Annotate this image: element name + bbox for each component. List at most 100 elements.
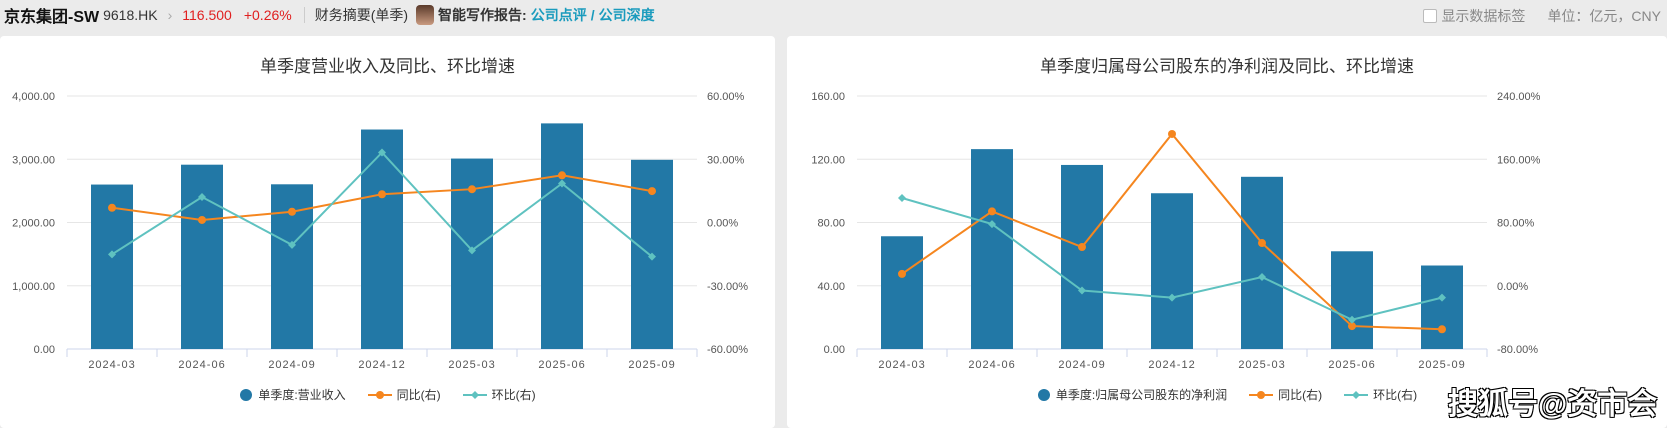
x-tick-label: 2024-12 [1148,359,1195,371]
stock-price: 116.500 [182,7,232,23]
chevron-right-icon[interactable]: › [167,7,173,23]
legend-yoy[interactable]: 同比(右) [367,386,441,403]
qoq-point [1438,293,1446,302]
yoy-point [288,207,296,216]
yoy-point [558,171,566,180]
x-tick-label: 2024-09 [1058,359,1105,371]
qoq-point [378,148,386,157]
yoy-point [988,207,996,216]
show-labels-checkbox[interactable] [1423,9,1438,23]
net-profit-chart-panel: 单季度归属母公司股东的净利润及同比、环比增速 0.00 40.00 80.00 120… [787,36,1667,428]
qoq-point [108,250,116,259]
x-tick-label: 2025-06 [1328,359,1375,371]
yoy-point [1078,243,1086,252]
section-label: 财务摘要(单季) [314,7,409,23]
x-tick-label: 2024-03 [88,359,135,371]
legend-bar[interactable]: 单季度:归属母公司股东的净利润 [1037,386,1227,403]
chart-title: 单季度营业收入及同比、环比增速 [260,57,515,76]
chart-title: 单季度归属母公司股东的净利润及同比、环比增速 [1040,57,1414,76]
bar [1241,176,1283,349]
yoy-point [198,215,206,224]
y2-tick-label: 240.00% [1497,91,1541,103]
x-tick-label: 2024-09 [268,359,315,371]
bar [1061,164,1103,349]
x-tick-label: 2025-09 [1418,359,1465,371]
yoy-point [378,190,386,199]
yoy-point [108,203,116,212]
y2-tick-label: -60.00% [707,344,748,356]
revenue-chart: 0.00 1,000.00 2,000.00 3,000.00 4,000.00 -60.… [12,91,748,371]
qoq-point [198,192,206,201]
y-tick-label: 4,000.00 [12,91,55,103]
legend-label: 环比(右) [491,388,536,402]
qoq-point [288,240,296,249]
legend-yoy[interactable]: 同比(右) [1249,386,1322,403]
yoy-point [648,187,656,196]
y-tick-label: 120.00 [811,154,845,166]
bar [541,123,583,349]
net-profit-chart: 0.00 40.00 80.00 120.00 160.00 -80.00% 0.00% 80… [811,91,1541,371]
yoy-point [468,185,476,194]
bar [1421,265,1463,349]
qoq-point [648,252,656,261]
company-review-link[interactable]: 公司点评 [530,7,587,23]
y2-tick-label: 0.00% [707,218,738,230]
y2-tick-label: 30.00% [707,154,745,166]
yoy-point [1168,129,1176,138]
legend: 单季度:归属母公司股东的净利润 同比(右) 环比(右) [787,386,1667,403]
qoq-point [558,179,566,188]
qoq-point [1168,293,1176,302]
bar [181,164,223,349]
y-tick-label: 2,000.00 [12,218,55,230]
y-tick-label: 3,000.00 [12,154,55,166]
x-tick-label: 2024-06 [968,359,1015,371]
qoq-point [468,246,476,255]
x-tick-label: 2024-12 [358,359,405,371]
bar [91,184,133,349]
legend-label: 同比(右) [1278,388,1323,402]
legend-label: 同比(右) [396,388,441,402]
y-tick-label: 40.00 [817,281,845,293]
y-tick-label: 80.00 [817,218,845,230]
legend-label: 单季度:营业收入 [258,388,346,402]
company-depth-link[interactable]: 公司深度 [598,7,655,23]
y-tick-label: 160.00 [811,91,845,103]
x-tick-label: 2024-06 [178,359,225,371]
y2-tick-label: 60.00% [707,91,745,103]
revenue-chart-panel: 单季度营业收入及同比、环比增速 0.00 1,000.00 2,000.00 3,00… [0,36,775,428]
divider [303,7,305,23]
x-tick-label: 2025-06 [538,359,585,371]
qoq-point [1348,315,1356,324]
watermark: 搜狐号@资市会 [1448,388,1658,421]
qoq-point [1078,286,1086,295]
y-tick-label: 1,000.00 [12,281,55,293]
y2-tick-label: -30.00% [707,281,748,293]
bar [971,149,1013,349]
bar [361,129,403,349]
legend: 单季度:营业收入 同比(右) 环比(右) [0,386,775,403]
y2-tick-label: -80.00% [1497,344,1538,356]
yoy-point [1258,239,1266,248]
legend-qoq[interactable]: 环比(右) [1344,386,1417,403]
slash: / [590,7,595,23]
yoy-point [898,269,906,278]
y2-tick-label: 80.00% [1497,218,1535,230]
x-tick-label: 2024-03 [878,359,925,371]
stock-name[interactable]: 京东集团-SW [4,9,100,26]
avatar [416,5,435,25]
y2-tick-label: 0.00% [1497,281,1528,293]
legend-bar[interactable]: 单季度:营业收入 [239,386,346,403]
yoy-point [1438,325,1446,334]
x-tick-label: 2025-09 [628,359,675,371]
bar [1331,251,1373,349]
y-tick-label: 0.00 [824,344,845,356]
bar [881,236,923,349]
x-tick-label: 2025-03 [1238,359,1285,371]
show-labels-label[interactable]: 显示数据标签 [1441,8,1526,24]
qoq-point [898,193,906,202]
legend-label: 环比(右) [1373,388,1418,402]
legend-label: 单季度:归属母公司股东的净利润 [1055,388,1228,402]
y2-tick-label: 160.00% [1497,154,1541,166]
legend-qoq[interactable]: 环比(右) [462,386,536,403]
x-tick-label: 2025-03 [448,359,495,371]
